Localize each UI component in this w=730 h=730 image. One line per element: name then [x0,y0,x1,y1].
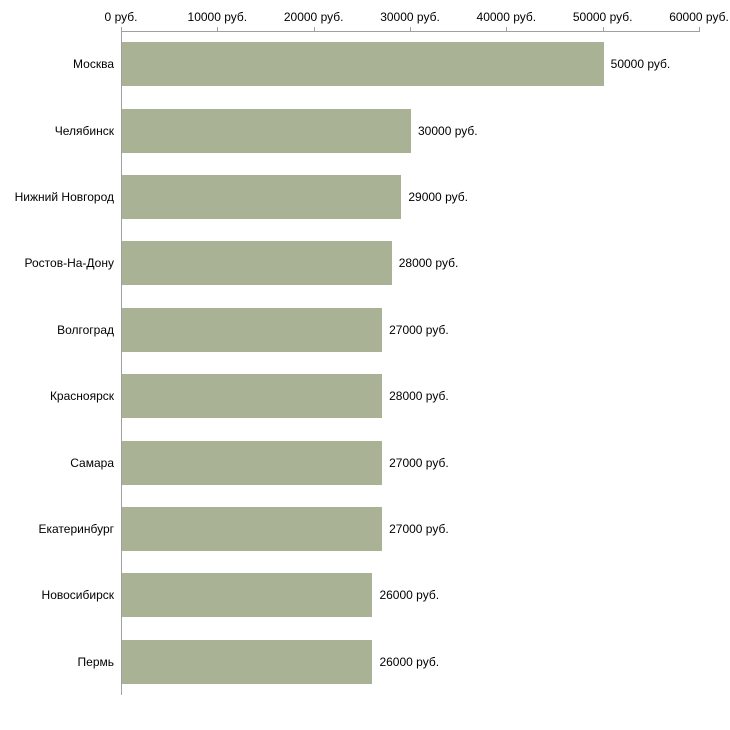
bar [122,108,411,153]
value-label: 30000 руб. [418,123,478,138]
bar-row: Ростов-На-Дону 28000 руб. [0,230,730,296]
bar-row: Москва 50000 руб. [0,31,730,97]
bar [122,42,604,87]
category-label: Пермь [77,654,114,669]
x-tick-label: 10000 руб. [187,10,248,24]
x-tick-mark [602,27,604,31]
x-tick-label: 20000 руб. [283,10,344,24]
value-label: 26000 руб. [379,654,440,669]
value-label: 26000 руб. [379,588,440,603]
category-label: Челябинск [54,123,114,138]
x-tick-label: 40000 руб. [476,10,537,24]
bar [122,440,383,485]
bar [122,573,373,618]
y-axis-line [121,31,122,695]
bar-row: Самара 27000 руб. [0,429,730,495]
category-label: Самара [70,455,114,470]
x-axis-line [121,31,700,32]
x-tick-label: 60000 руб. [669,10,729,24]
bar [122,506,383,551]
bar-row: Пермь 26000 руб. [0,629,730,695]
category-label: Новосибирск [41,588,114,603]
value-label: 27000 руб. [389,322,449,337]
x-tick-mark [410,27,411,31]
category-label: Красноярск [49,389,114,404]
x-tick-mark [313,27,315,31]
value-label: 28000 руб. [398,256,459,271]
x-tick-mark [217,27,219,31]
bar-row: Челябинск 30000 руб. [0,97,730,163]
category-label: Нижний Новгород [14,189,114,204]
x-tick-label: 50000 руб. [572,10,633,24]
value-label: 27000 руб. [389,521,449,536]
x-tick-label: 0 руб. [104,10,138,24]
bar [122,241,392,286]
bar [122,307,383,352]
bar [122,174,402,219]
bar-row: Екатеринбург 27000 руб. [0,496,730,562]
bar [122,374,383,419]
category-label: Волгоград [57,322,114,337]
x-tick-mark [699,27,700,31]
value-label: 29000 руб. [408,189,468,204]
x-tick-label: 30000 руб. [380,10,440,24]
x-tick-mark [506,27,508,31]
bar [122,639,373,684]
value-label: 50000 руб. [610,57,671,72]
bar-row: Новосибирск 26000 руб. [0,562,730,628]
x-tick-mark [121,27,122,31]
bar-row: Красноярск 28000 руб. [0,363,730,429]
category-label: Ростов-На-Дону [24,256,114,271]
value-label: 27000 руб. [389,455,449,470]
category-label: Москва [73,57,114,72]
value-label: 28000 руб. [389,389,449,404]
bar-row: Волгоград 27000 руб. [0,297,730,363]
bar-row: Нижний Новгород 29000 руб. [0,164,730,230]
category-label: Екатеринбург [38,521,115,536]
